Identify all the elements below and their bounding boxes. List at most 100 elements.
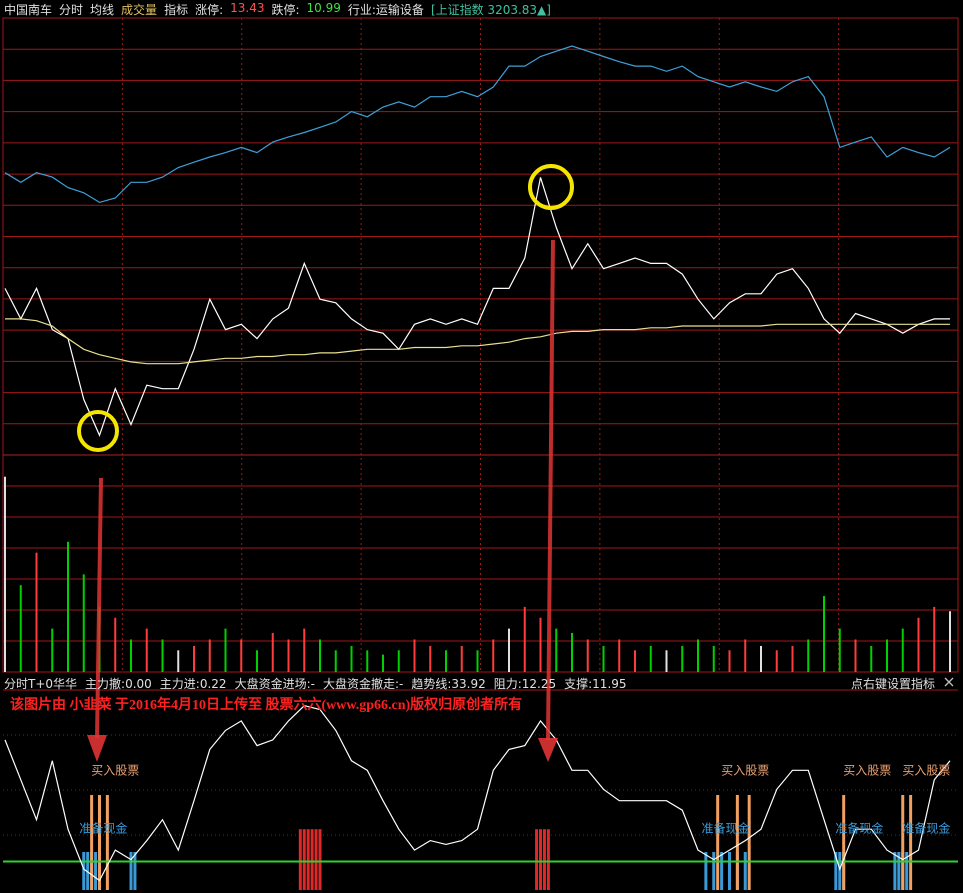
volume-bar <box>193 645 195 672</box>
annotation: 准备现金 <box>835 821 883 836</box>
header-item: 10.99 <box>306 1 341 15</box>
watermark: 该图片由 小韭菜 于2016年4月10日上传至 股票六六(www.gp66.cn… <box>10 698 523 713</box>
volume-bar <box>634 650 636 672</box>
annotation: 准备现金 <box>702 821 750 836</box>
annotation: 准备现金 <box>902 821 950 836</box>
signal-bar <box>298 829 302 890</box>
header-item: 分时 <box>59 3 84 17</box>
volume-bar <box>35 552 38 672</box>
signal-bar <box>905 852 909 890</box>
volume-bar <box>602 645 605 672</box>
volume-bar <box>413 639 416 672</box>
header: 中国南车 分时 均线 成交量 指标 涨停: 13.43 跌停: 10.99 行业:运输设备 [上证指… <box>4 1 551 18</box>
signal-bar <box>743 852 747 890</box>
signal-bar <box>893 852 897 890</box>
header-item: 指标 <box>164 3 189 17</box>
line <box>4 705 951 882</box>
signal-bar <box>94 852 98 890</box>
volume-bar <box>397 650 400 672</box>
volume-bar <box>429 645 432 672</box>
signal-bar <box>539 829 542 890</box>
header-item: 阻力:12.25 <box>493 677 557 691</box>
volume-bar <box>917 617 920 672</box>
volume-bar <box>4 476 6 672</box>
volume-bar <box>492 639 495 672</box>
signal-bar <box>129 852 133 890</box>
signal-bar <box>712 852 716 890</box>
volume-bar <box>161 639 164 672</box>
volume-bar <box>649 645 652 672</box>
volume-bar <box>728 650 731 672</box>
volume-bar <box>82 574 85 672</box>
signal-bar <box>105 795 109 890</box>
signal-bar <box>86 852 90 890</box>
header-item: 主力撤:0.00 <box>85 677 152 691</box>
arrow-shaft <box>95 477 103 739</box>
header-item: 主力进:0.22 <box>159 677 227 691</box>
signal-bar <box>546 829 550 890</box>
header-item: 行业:运输设备 <box>347 3 424 17</box>
line <box>4 177 950 437</box>
volume-bar <box>476 650 479 672</box>
annotation: 买入股票 <box>843 764 891 778</box>
volume-bar <box>681 645 684 672</box>
header-item: 支撑:11.95 <box>564 677 627 691</box>
volume-bar <box>586 639 589 672</box>
volume-bar <box>712 645 715 672</box>
volume-bar <box>382 654 384 672</box>
signal-bar <box>728 852 731 890</box>
volume-bar <box>19 585 22 672</box>
volume-bar <box>145 628 148 672</box>
annotation: 买入股票 <box>721 764 769 778</box>
highlight-circle <box>528 164 574 210</box>
signal-bar <box>306 829 310 890</box>
volume-bar <box>271 632 274 672</box>
signal-bar <box>82 852 86 890</box>
volume-bar <box>854 639 857 672</box>
volume-bar <box>744 639 747 672</box>
signal-bar <box>314 829 318 890</box>
volume-bar <box>665 650 668 672</box>
signal-bar <box>310 829 314 890</box>
signal-bar <box>838 852 842 890</box>
signal-bar <box>302 829 306 890</box>
volume-bar <box>886 639 888 672</box>
indicator-header: 分时T+0华华 主力撤:0.00 主力进:0.22 大盘资金进场:- 大盘资金撤走:- 趋… <box>4 675 627 692</box>
volume-bar <box>933 606 936 672</box>
volume-bar <box>523 606 526 672</box>
header-item: 分时T+0华华 <box>4 677 78 691</box>
volume-bar <box>67 541 69 672</box>
volume-bar <box>334 650 337 672</box>
volume-bar <box>224 628 227 672</box>
line <box>4 45 951 204</box>
volume-bar <box>697 639 699 672</box>
header-item: 均线 <box>90 3 115 17</box>
signal-bar <box>133 852 137 890</box>
signal-bar <box>542 829 546 890</box>
volume-bar <box>539 617 542 672</box>
volume-bar <box>445 650 447 672</box>
signal-bar <box>834 852 838 890</box>
volume-bar <box>51 628 54 672</box>
volume-bar <box>319 639 321 672</box>
signal-bar <box>90 795 94 890</box>
signal-bar <box>901 795 905 890</box>
volume-bar <box>823 596 825 672</box>
close-icon <box>944 677 954 687</box>
line <box>5 318 950 365</box>
volume-bar <box>870 645 873 672</box>
annotation: 买入股票 <box>91 764 139 778</box>
volume-bar <box>775 650 778 672</box>
header-item: [上证指数 3203.83▲] <box>430 3 551 17</box>
arrow-shaft <box>546 239 555 741</box>
volume-bar <box>130 639 132 672</box>
header-item: 涨停: <box>195 3 224 17</box>
hint[interactable]: 点右键设置指标 <box>850 677 935 691</box>
volume-bar <box>571 632 573 672</box>
header-item: 跌停: <box>271 3 300 17</box>
annotation: 买入股票 <box>902 764 950 778</box>
volume-bar <box>460 645 463 672</box>
header-item: 13.43 <box>230 1 265 15</box>
